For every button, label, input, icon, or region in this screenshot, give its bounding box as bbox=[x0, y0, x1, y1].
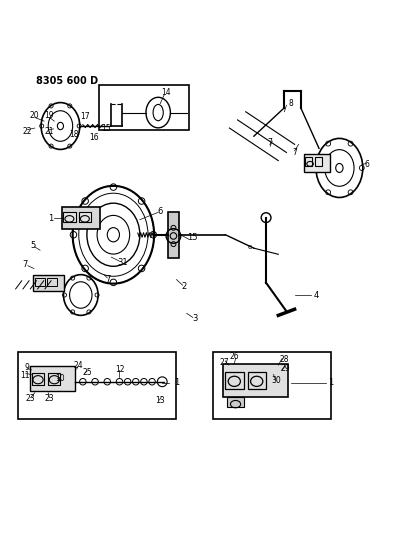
Bar bbox=[48, 373, 60, 385]
Text: 22: 22 bbox=[22, 127, 32, 136]
Bar bbox=[168, 212, 178, 259]
Text: 20: 20 bbox=[30, 111, 40, 120]
Text: 13: 13 bbox=[155, 397, 164, 406]
Bar bbox=[225, 373, 243, 389]
Text: 19: 19 bbox=[45, 111, 54, 120]
Bar bbox=[303, 154, 329, 172]
Text: 5: 5 bbox=[30, 241, 35, 250]
Text: 31: 31 bbox=[117, 258, 128, 267]
Bar bbox=[304, 157, 311, 166]
Text: 6: 6 bbox=[364, 160, 369, 169]
Bar bbox=[223, 364, 288, 397]
Text: e: e bbox=[247, 244, 251, 250]
Text: 10: 10 bbox=[56, 374, 65, 383]
Bar bbox=[213, 352, 330, 419]
Text: 26: 26 bbox=[229, 352, 238, 361]
Text: 6: 6 bbox=[157, 207, 162, 216]
Bar bbox=[247, 373, 265, 389]
Bar bbox=[35, 278, 45, 286]
Bar bbox=[63, 212, 75, 222]
Text: 8305 600 D: 8305 600 D bbox=[36, 76, 98, 86]
Text: 15: 15 bbox=[101, 124, 111, 133]
Text: 16: 16 bbox=[89, 133, 99, 142]
Text: 1: 1 bbox=[173, 378, 179, 387]
Text: 2: 2 bbox=[181, 282, 186, 292]
Bar bbox=[18, 352, 176, 419]
Bar bbox=[33, 274, 63, 291]
Bar bbox=[47, 278, 57, 286]
Text: 30: 30 bbox=[271, 376, 281, 385]
Bar bbox=[99, 85, 188, 130]
Bar bbox=[79, 212, 91, 222]
Bar bbox=[227, 397, 243, 407]
Text: 28: 28 bbox=[279, 355, 288, 364]
Text: 1: 1 bbox=[48, 214, 54, 223]
Text: 17: 17 bbox=[80, 112, 90, 121]
Text: 25: 25 bbox=[82, 368, 92, 377]
Text: 14: 14 bbox=[161, 88, 171, 96]
Text: 1: 1 bbox=[327, 378, 332, 387]
Text: 7: 7 bbox=[22, 260, 28, 269]
Bar bbox=[30, 366, 74, 391]
Text: 7: 7 bbox=[105, 275, 110, 284]
Text: 8: 8 bbox=[288, 99, 292, 108]
Text: 21: 21 bbox=[45, 127, 54, 136]
Text: 27: 27 bbox=[219, 358, 229, 367]
Bar bbox=[61, 207, 100, 229]
Bar bbox=[32, 373, 44, 385]
Text: 29: 29 bbox=[280, 364, 290, 373]
Text: 3: 3 bbox=[192, 314, 198, 323]
Text: 4: 4 bbox=[312, 292, 318, 300]
Text: 23: 23 bbox=[25, 394, 35, 403]
Text: 7: 7 bbox=[292, 148, 296, 157]
Text: 9: 9 bbox=[24, 362, 29, 372]
Text: 11: 11 bbox=[20, 371, 30, 379]
Bar bbox=[314, 157, 321, 166]
Text: 18: 18 bbox=[69, 130, 79, 139]
Text: 23: 23 bbox=[45, 394, 54, 403]
Text: 15: 15 bbox=[186, 233, 197, 243]
Text: 7: 7 bbox=[267, 138, 272, 147]
Text: 24: 24 bbox=[73, 360, 83, 369]
Text: 12: 12 bbox=[115, 365, 124, 374]
